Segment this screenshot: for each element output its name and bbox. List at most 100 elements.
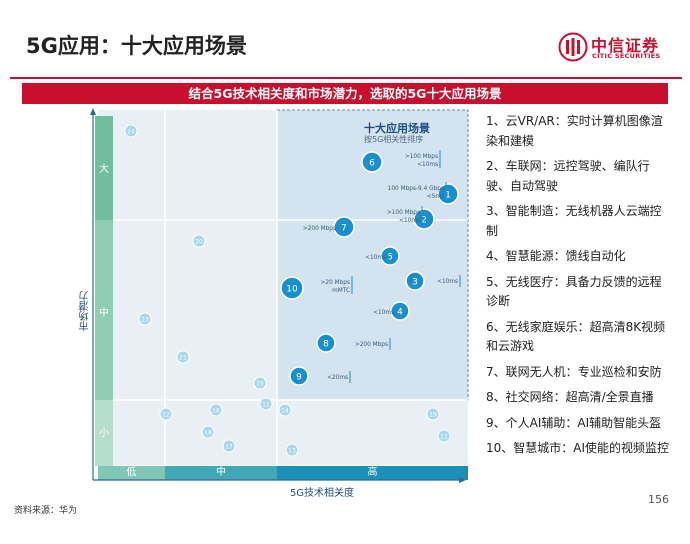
source-note: 资料来源：华为 (14, 506, 78, 516)
title-divider (10, 77, 682, 79)
y-level-large: 大 (99, 164, 109, 175)
scenario-requirement-label: <20ms (327, 375, 348, 381)
scenario-bubble-number: 22 (162, 412, 170, 419)
slide-title: 5G应用：十大应用场景 (26, 34, 247, 58)
x-level-high: 高 (367, 467, 378, 478)
scenario-bubble-8 (316, 333, 336, 353)
y-level-small: 小 (99, 428, 109, 439)
citic-logo: 中信证券 CITIC SECURITIES (558, 30, 678, 66)
scenario-bubble-15 (253, 376, 267, 390)
scenario-bubble-number: 14 (281, 408, 289, 415)
scenario-bubble-19 (426, 407, 440, 421)
scenario-list: 1、云VR/AR：实时计算机图像渲染和建模 2、车联网：远控驾驶、编队行驶、自动… (486, 112, 672, 465)
list-item: 2、车联网：远控驾驶、编队行驶、自动驾驶 (486, 159, 650, 193)
page-number: 156 (648, 493, 669, 506)
scenario-bubble-2 (413, 208, 435, 230)
scenario-bubble-number: 23 (141, 317, 149, 324)
scenario-bubble-number: 1 (445, 191, 451, 201)
scenario-bubble-number: 5 (387, 253, 393, 263)
scenario-bubble-number: 9 (296, 373, 302, 383)
scenario-bubble-number: 4 (397, 308, 403, 318)
x-level-medium: 中 (216, 467, 226, 478)
list-item: 8、社交网络：超高清/全景直播 (486, 390, 654, 404)
scenario-requirement-label: <10ms (417, 162, 438, 168)
scenario-bubble-number: 6 (369, 159, 375, 169)
list-item: 3、智能制造：无线机器人云端控制 (486, 204, 662, 238)
scenario-bubble-number: 24 (127, 129, 135, 136)
scenario-bubble-number: 10 (286, 285, 298, 295)
scenario-bubble-number: 8 (323, 340, 329, 350)
scenario-requirement-label: >200 Mbps (355, 342, 388, 348)
scenario-requirement-label: mMTC (332, 288, 350, 294)
scenario-bubble-23 (138, 312, 152, 326)
scenario-requirement-label: >20 Mbps (321, 280, 350, 286)
scenario-requirement-label: <10ms (373, 310, 394, 316)
scenario-bubble-9 (289, 366, 309, 386)
scenario-requirement-label: <10ms (399, 218, 420, 224)
y-level-medium: 中 (99, 308, 109, 319)
scenario-requirement-label: <10ms (365, 255, 386, 261)
scenario-bubble-number: 11 (440, 434, 448, 441)
scenario-bubble-22 (159, 407, 173, 421)
scenario-bubble-1 (437, 183, 459, 205)
y-axis-arrow-icon (90, 108, 96, 115)
scenario-bubble-11 (437, 429, 451, 443)
scenario-bubble-number: 13 (288, 448, 296, 455)
scenario-bubble-7 (333, 216, 355, 238)
scenario-bubble-number: 15 (256, 381, 264, 388)
scenario-bubble-18 (201, 425, 215, 439)
scenario-bubble-24 (124, 124, 138, 138)
scenario-bubble-number: 21 (179, 355, 187, 362)
x-band-low (98, 466, 165, 480)
scenario-matrix: 1 100 Mbps-9.4 Gbps <5ms 2 >100 Mbps <10ms 3 <1… (72, 106, 472, 504)
scenario-requirement-label: >100 Mbps (405, 154, 438, 160)
list-item: 4、智慧能源：馈线自动化 (486, 249, 626, 263)
scenario-bubble-number: 7 (341, 224, 347, 234)
scenario-bubble-14 (278, 403, 292, 417)
scenario-bubble-13 (285, 443, 299, 457)
logo-text-en: CITIC SECURITIES (592, 52, 661, 60)
x-axis-title: 5G技术相关度 (289, 488, 355, 499)
y-band-small (95, 400, 113, 466)
list-item: 1、云VR/AR：实时计算机图像渲染和建模 (486, 114, 663, 148)
scenario-requirement-label: >100 Mbps (387, 210, 420, 216)
scenario-bubble-17 (222, 439, 236, 453)
scenario-bubble-number: 16 (212, 408, 220, 415)
scenario-bubble-10 (280, 276, 304, 300)
scenario-bubble-number: 19 (429, 412, 437, 419)
y-band-large (95, 116, 113, 220)
scenario-bubble-5 (380, 246, 400, 266)
scenario-requirement-label: <5ms (427, 194, 444, 200)
x-band-high (277, 466, 468, 480)
scenario-bubble-number: 2 (421, 216, 427, 226)
scenario-bubble-21 (176, 350, 190, 364)
list-item: 6、无线家庭娱乐：超高清8K视频和云游戏 (486, 319, 666, 354)
citic-logo-icon (558, 32, 588, 62)
x-axis-arrow-icon (459, 477, 466, 483)
scenario-bubble-number: 12 (262, 402, 270, 409)
scenario-requirement-label: 100 Mbps-9.4 Gbps (388, 186, 444, 192)
scenario-bubble-12 (259, 397, 273, 411)
y-axis-title: 市场潜力 (80, 291, 91, 331)
list-item: 9、个人AI辅助：AI辅助智能头盔 (486, 415, 662, 430)
list-item: 7、联网无人机：专业巡检和安防 (486, 364, 662, 379)
scenario-bubble-16 (209, 403, 223, 417)
logo-text-cn: 中信证券 (591, 36, 660, 55)
list-item: 5、无线医疗：具备力反馈的远程诊断 (486, 274, 662, 309)
scenario-bubble-20 (192, 234, 206, 248)
x-level-low: 低 (126, 467, 137, 478)
highlight-subtitle: 按5G相关性排序 (364, 135, 424, 144)
list-item: 10、智慧城市：AI使能的视频监控 (486, 441, 670, 455)
y-band-medium (95, 220, 113, 400)
highlight-title: 十大应用场景 (364, 122, 430, 135)
scenario-bubble-number: 17 (225, 444, 233, 451)
scenario-bubble-number: 3 (412, 278, 418, 288)
subtitle-banner: 结合5G技术相关度和市场潜力，选取的5G十大应用场景 (22, 83, 668, 104)
scenario-bubble-6 (361, 151, 383, 173)
scenario-bubble-3 (405, 271, 425, 291)
scenario-bubble-number: 18 (204, 430, 212, 437)
scenario-requirement-label: >200 Mbps (303, 226, 336, 232)
x-band-medium (165, 466, 277, 480)
scenario-requirement-label: <10ms (437, 279, 458, 285)
